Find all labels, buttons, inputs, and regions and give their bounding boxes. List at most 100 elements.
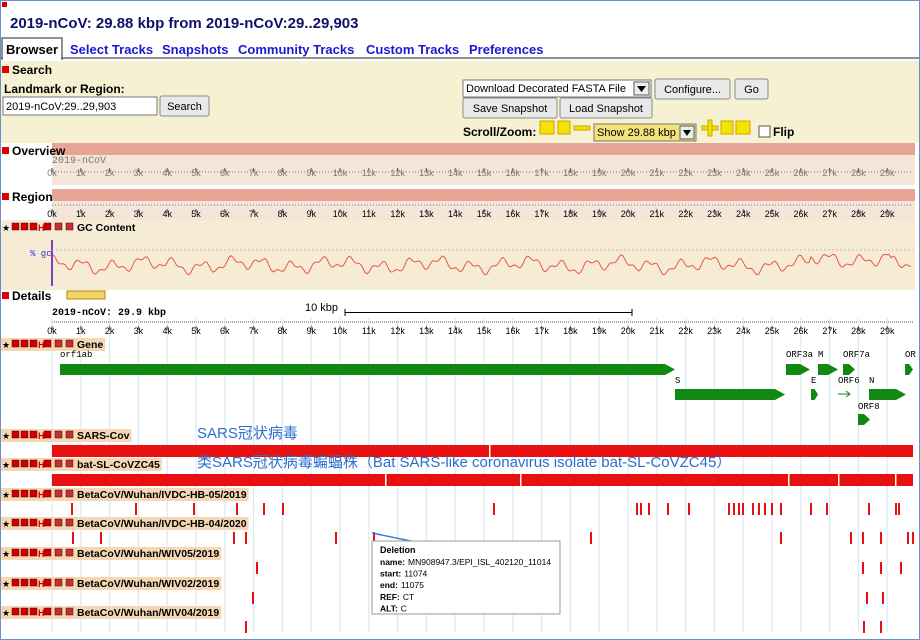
variant[interactable] xyxy=(752,503,754,515)
track-icon[interactable] xyxy=(65,339,74,348)
track-icon[interactable] xyxy=(29,578,38,587)
track-icon[interactable] xyxy=(54,489,63,498)
help-icon[interactable]: H xyxy=(38,608,45,618)
tab[interactable]: Browser xyxy=(6,42,58,57)
track-icon[interactable] xyxy=(43,222,52,231)
star-icon[interactable]: ★ xyxy=(2,431,10,441)
gene-arrow[interactable] xyxy=(905,364,913,375)
star-icon[interactable]: ★ xyxy=(2,579,10,589)
track-icon[interactable] xyxy=(29,607,38,616)
gene-arrow[interactable] xyxy=(858,414,870,425)
track-icon[interactable] xyxy=(43,459,52,468)
help-icon[interactable]: H xyxy=(38,549,45,559)
collapse-icon[interactable] xyxy=(2,193,9,200)
variant[interactable] xyxy=(882,592,884,604)
track-icon[interactable] xyxy=(43,607,52,616)
variant[interactable] xyxy=(907,532,909,544)
track-icon[interactable] xyxy=(11,459,20,468)
track-icon[interactable] xyxy=(54,339,63,348)
variant[interactable] xyxy=(193,503,195,515)
track-icon[interactable] xyxy=(29,459,38,468)
track-icon[interactable] xyxy=(20,518,29,527)
variant[interactable] xyxy=(868,503,870,515)
variant[interactable] xyxy=(738,503,740,515)
track-icon[interactable] xyxy=(20,339,29,348)
track-icon[interactable] xyxy=(29,548,38,557)
variant[interactable] xyxy=(912,532,914,544)
variant[interactable] xyxy=(900,562,902,574)
variant[interactable] xyxy=(245,621,247,633)
gene-arrow[interactable] xyxy=(843,364,855,375)
track-icon[interactable] xyxy=(54,548,63,557)
variant[interactable] xyxy=(880,621,882,633)
track-icon[interactable] xyxy=(20,548,29,557)
tab[interactable]: Preferences xyxy=(469,42,543,57)
track-icon[interactable] xyxy=(54,430,63,439)
gene-arrow[interactable] xyxy=(869,389,906,400)
star-icon[interactable]: ★ xyxy=(2,223,10,233)
tab[interactable]: Custom Tracks xyxy=(366,42,459,57)
variant[interactable] xyxy=(282,503,284,515)
track-icon[interactable] xyxy=(65,518,74,527)
variant[interactable] xyxy=(742,503,744,515)
variant[interactable] xyxy=(862,532,864,544)
variant[interactable] xyxy=(733,503,735,515)
select[interactable] xyxy=(462,79,652,98)
collapse-icon[interactable] xyxy=(2,292,9,299)
track-icon[interactable] xyxy=(54,518,63,527)
track-icon[interactable] xyxy=(29,430,38,439)
button[interactable] xyxy=(654,78,731,100)
gene-arrow[interactable] xyxy=(818,364,838,375)
button[interactable] xyxy=(559,97,653,119)
variant[interactable] xyxy=(880,532,882,544)
collapse-icon[interactable] xyxy=(2,66,9,73)
tab[interactable]: Select Tracks xyxy=(70,42,153,57)
star-icon[interactable]: ★ xyxy=(2,490,10,500)
variant[interactable] xyxy=(636,503,638,515)
help-icon[interactable]: H xyxy=(38,490,45,500)
star-icon[interactable]: ★ xyxy=(2,519,10,529)
variant[interactable] xyxy=(880,562,882,574)
track-icon[interactable] xyxy=(11,430,20,439)
track-icon[interactable] xyxy=(11,548,20,557)
variant[interactable] xyxy=(373,532,375,544)
tab[interactable]: Snapshots xyxy=(162,42,228,57)
track-icon[interactable] xyxy=(11,339,20,348)
gene-arrow[interactable] xyxy=(786,364,810,375)
variant[interactable] xyxy=(252,592,254,604)
variant[interactable] xyxy=(826,503,828,515)
track-icon[interactable] xyxy=(43,548,52,557)
alignment-bar[interactable] xyxy=(52,445,913,457)
variant[interactable] xyxy=(866,592,868,604)
help-icon[interactable]: H xyxy=(38,223,45,233)
track-icon[interactable] xyxy=(43,430,52,439)
track-icon[interactable] xyxy=(20,578,29,587)
star-icon[interactable]: ★ xyxy=(2,608,10,618)
track-icon[interactable] xyxy=(11,222,20,231)
gene-arrow[interactable] xyxy=(675,389,785,400)
gene-arrow[interactable] xyxy=(60,364,675,375)
track-icon[interactable] xyxy=(65,459,74,468)
track-icon[interactable] xyxy=(54,578,63,587)
track-icon[interactable] xyxy=(65,489,74,498)
region-marker[interactable] xyxy=(66,290,106,300)
button[interactable] xyxy=(734,78,769,100)
track-icon[interactable] xyxy=(11,518,20,527)
variant[interactable] xyxy=(256,562,258,574)
tab[interactable]: Community Tracks xyxy=(238,42,354,57)
track-icon[interactable] xyxy=(43,518,52,527)
track-icon[interactable] xyxy=(43,489,52,498)
variant[interactable] xyxy=(493,503,495,515)
select[interactable] xyxy=(593,123,697,142)
track-icon[interactable] xyxy=(65,607,74,616)
text-input[interactable] xyxy=(2,96,158,116)
track-icon[interactable] xyxy=(29,489,38,498)
variant[interactable] xyxy=(667,503,669,515)
track-icon[interactable] xyxy=(65,578,74,587)
variant[interactable] xyxy=(863,621,865,633)
track-icon[interactable] xyxy=(11,489,20,498)
track-icon[interactable] xyxy=(20,607,29,616)
variant[interactable] xyxy=(335,532,337,544)
track-icon[interactable] xyxy=(11,607,20,616)
gene-arrow[interactable] xyxy=(838,390,851,398)
